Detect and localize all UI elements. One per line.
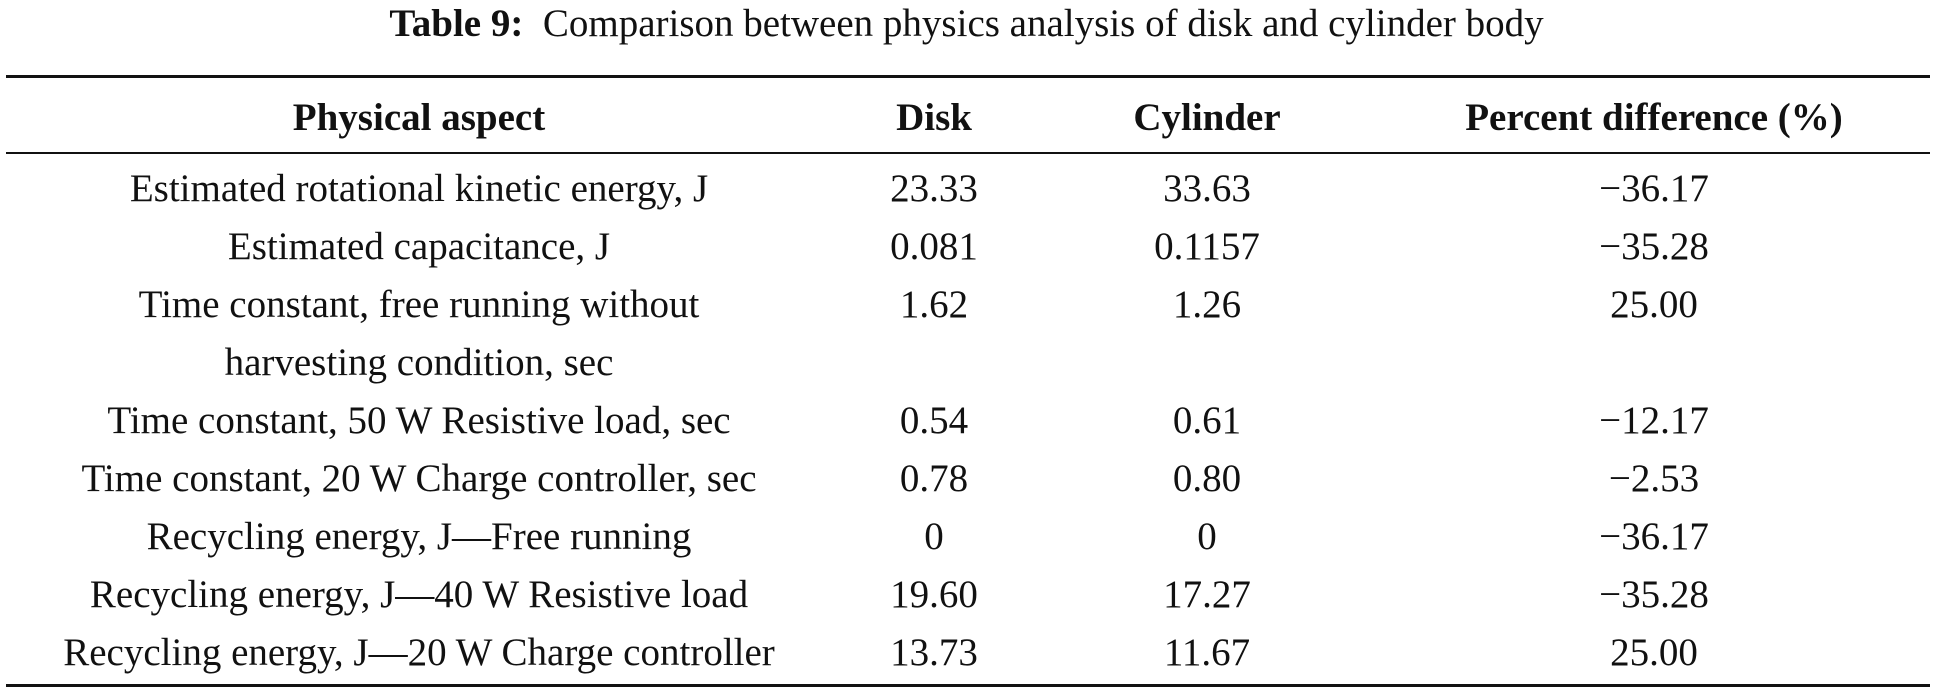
cylinder-cell: 0.1157 (1154, 225, 1260, 268)
header-cylinder: Cylinder (1133, 95, 1281, 139)
cylinder-cell: 0 (1197, 515, 1217, 558)
table-row: Recycling energy, J—40 W Resistive load … (6, 566, 1930, 624)
header-row: Physical aspect Disk Cylinder Percent di… (6, 82, 1930, 152)
caption-label: Table 9: (389, 2, 524, 45)
aspect-cell: Time constant, 20 W Charge controller, s… (81, 457, 757, 500)
percent-cell: 25.00 (1610, 283, 1698, 326)
disk-cell: 13.73 (890, 631, 978, 674)
table-caption: Table 9: Comparison between physics anal… (0, 0, 1933, 52)
disk-cell: 0.78 (899, 457, 969, 500)
cylinder-cell: 0.80 (1172, 457, 1242, 500)
aspect-cell: Time constant, 50 W Resistive load, sec (107, 399, 731, 442)
disk-cell: 0.54 (899, 399, 969, 442)
table-row: Estimated rotational kinetic energy, J 2… (6, 152, 1930, 218)
table-row: Time constant, 20 W Charge controller, s… (6, 450, 1930, 508)
cylinder-cell: 17.27 (1163, 573, 1251, 616)
aspect-cell: Estimated capacitance, J (227, 225, 611, 268)
table-row: Time constant, free running without harv… (6, 276, 1930, 392)
aspect-cell: Recycling energy, J—40 W Resistive load (89, 573, 749, 616)
percent-cell: 25.00 (1610, 631, 1698, 674)
cylinder-cell: 33.63 (1163, 167, 1251, 210)
header-percent-difference: Percent difference (%) (1465, 95, 1843, 139)
aspect-line-2: harvesting condition, sec (224, 341, 614, 384)
caption-text: Comparison between physics analysis of d… (542, 2, 1544, 45)
aspect-cell: Recycling energy, J—Free running (146, 515, 692, 558)
disk-cell: 0.081 (890, 225, 978, 268)
percent-cell: −35.28 (1599, 225, 1709, 268)
table-bottom-rule (6, 684, 1930, 687)
header-disk: Disk (896, 95, 972, 139)
disk-cell: 23.33 (890, 167, 978, 210)
percent-cell: −36.17 (1599, 515, 1709, 558)
comparison-table: Physical aspect Disk Cylinder Percent di… (6, 82, 1930, 682)
table-top-rule (6, 75, 1930, 78)
table-row: Estimated capacitance, J 0.081 0.1157 −3… (6, 218, 1930, 276)
table-row: Time constant, 50 W Resistive load, sec … (6, 392, 1930, 450)
disk-cell: 0 (924, 515, 944, 558)
aspect-cell: Recycling energy, J—20 W Charge controll… (63, 631, 775, 674)
table-row: Recycling energy, J—Free running 0 0 −36… (6, 508, 1930, 566)
disk-cell: 19.60 (890, 573, 978, 616)
cylinder-cell: 1.26 (1172, 283, 1242, 326)
header-physical-aspect: Physical aspect (292, 95, 546, 139)
percent-cell: −12.17 (1599, 399, 1709, 442)
cylinder-cell: 0.61 (1172, 399, 1242, 442)
disk-cell: 1.62 (899, 283, 969, 326)
percent-cell: −2.53 (1608, 457, 1700, 500)
aspect-line-1: Time constant, free running without (138, 283, 700, 326)
aspect-cell: Time constant, free running without harv… (6, 276, 832, 392)
percent-cell: −36.17 (1599, 167, 1709, 210)
aspect-cell: Estimated rotational kinetic energy, J (129, 167, 709, 210)
percent-cell: −35.28 (1599, 573, 1709, 616)
cylinder-cell: 11.67 (1163, 631, 1251, 674)
table-row: Recycling energy, J—20 W Charge controll… (6, 624, 1930, 682)
header-separator-rule (6, 152, 1930, 154)
